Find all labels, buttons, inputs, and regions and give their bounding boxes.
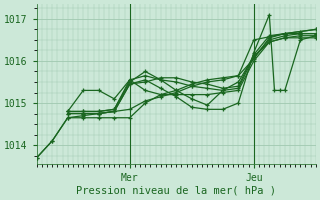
- X-axis label: Pression niveau de la mer( hPa ): Pression niveau de la mer( hPa ): [76, 186, 276, 196]
